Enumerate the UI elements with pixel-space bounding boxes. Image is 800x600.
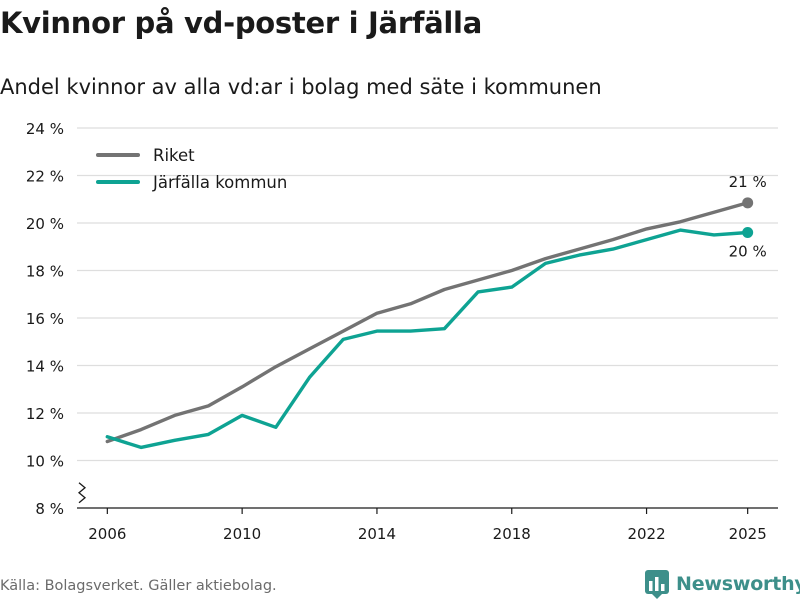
y-tick-label-22: 22 %: [26, 168, 64, 186]
bar-chart-logo-icon: [645, 570, 669, 599]
brand-logo[interactable]: Newsworthy: [644, 568, 800, 600]
x-tick-label-2022: 2022: [627, 525, 665, 543]
series-line-1: [105, 228, 750, 450]
series-end-label-0: 21 %: [729, 173, 767, 191]
y-tick-label-10: 10 %: [26, 453, 64, 471]
y-tick-label-12: 12 %: [26, 405, 64, 423]
y-tick-label-14: 14 %: [26, 358, 64, 376]
line-chart: 8 % 10 % 12 % 14 % 16 % 18 % 20 % 22 % 24 % 2006 2…: [26, 120, 778, 543]
y-tick-label-16: 16 %: [26, 310, 64, 328]
x-tick-label-2006: 2006: [88, 525, 126, 543]
chart-subtitle: Andel kvinnor av alla vd:ar i bolag med …: [0, 75, 602, 99]
chart-title: Kvinnor på vd-poster i Järfälla: [0, 6, 482, 40]
y-tick-label-20: 20 %: [26, 215, 64, 233]
source-note: Källa: Bolagsverket. Gäller aktiebolag.: [0, 578, 277, 594]
x-tick-label-2010: 2010: [223, 525, 261, 543]
legend-label-1: Järfälla kommun: [152, 173, 287, 192]
y-tick-label-8: 8 %: [35, 500, 64, 518]
brand-name: Newsworthy: [676, 573, 800, 595]
x-tick-label-2018: 2018: [493, 525, 531, 543]
axis-break-mark: [77, 482, 87, 504]
series-endpoint-0: [742, 197, 754, 209]
x-tick-label-2014: 2014: [358, 525, 396, 543]
x-tick-label-2025: 2025: [729, 525, 767, 543]
y-tick-label-24: 24 %: [26, 120, 64, 138]
series-endpoint-1: [742, 227, 754, 238]
y-tick-label-18: 18 %: [26, 263, 64, 281]
legend-label-0: Riket: [153, 146, 195, 165]
series-end-label-1: 20 %: [729, 243, 767, 261]
series-line-0: [105, 201, 750, 444]
